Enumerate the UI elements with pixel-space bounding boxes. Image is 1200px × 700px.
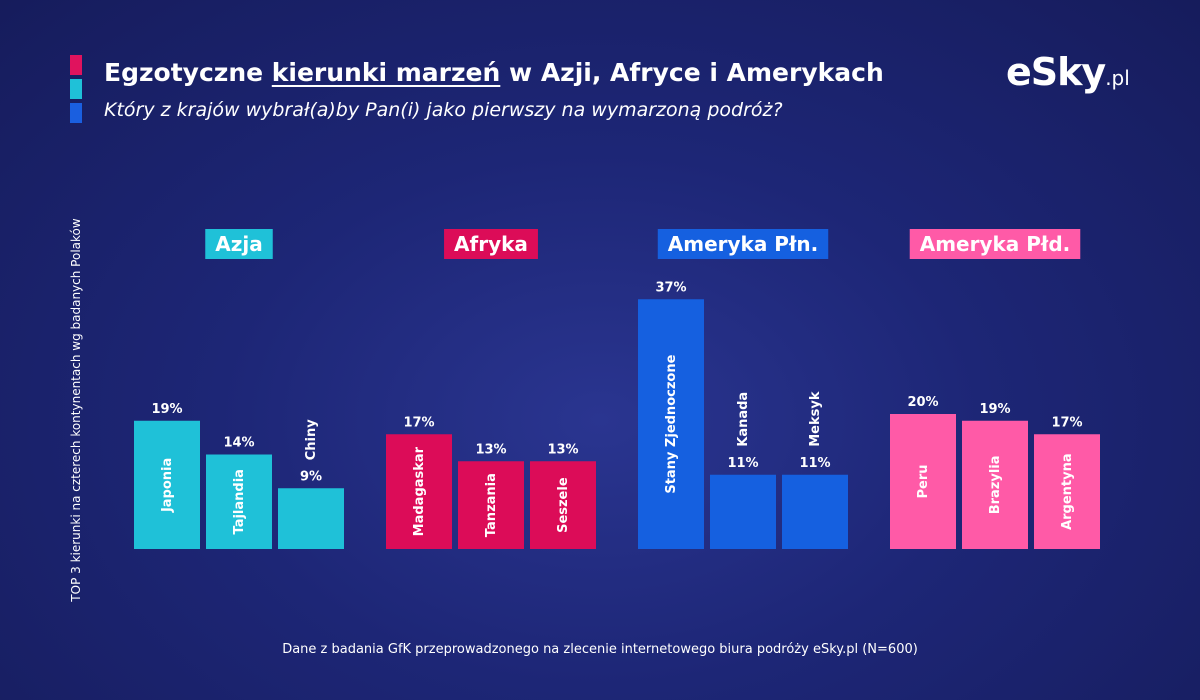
chart-title: Egzotyczne kierunki marzeń w Azji, Afryc…	[104, 58, 884, 87]
bar	[710, 474, 776, 549]
group-label: Ameryka Płn.	[668, 232, 818, 256]
accent-bar-pink	[70, 55, 82, 75]
bar	[1034, 434, 1100, 549]
bar	[458, 461, 524, 549]
value-label: 37%	[655, 280, 686, 295]
value-label: 17%	[1051, 415, 1082, 430]
category-label: Meksyk	[808, 391, 823, 447]
value-label: 13%	[547, 442, 578, 457]
title-suffix: w Azji, Afryce i Amerykach	[500, 58, 884, 87]
category-label: Chiny	[304, 419, 319, 461]
footnote: Dane z badania GfK przeprowadzonego na z…	[282, 642, 918, 657]
value-label: 17%	[403, 415, 434, 430]
category-label: Tanzania	[484, 473, 499, 537]
category-label: Kanada	[736, 392, 751, 447]
category-label: Japonia	[160, 458, 175, 513]
group-label-background	[205, 229, 273, 259]
category-label: Tajlandia	[232, 469, 247, 534]
accent-bar-blue	[70, 103, 82, 123]
title-prefix: Egzotyczne	[104, 58, 272, 87]
value-label: 11%	[727, 456, 758, 471]
bar	[530, 461, 596, 549]
category-label: Brazylia	[988, 455, 1003, 514]
chart-subtitle: Który z krajów wybrał(a)by Pan(i) jako p…	[104, 99, 783, 121]
value-label: 13%	[475, 442, 506, 457]
accent-bars	[70, 55, 82, 127]
bar	[890, 414, 956, 549]
group-label: Azja	[215, 232, 262, 256]
value-label: 19%	[151, 402, 182, 417]
value-label: 9%	[300, 469, 322, 484]
bar	[206, 454, 272, 549]
value-label: 19%	[979, 402, 1010, 417]
title-underlined: kierunki marzeń	[271, 58, 501, 87]
category-label: Madagaskar	[412, 446, 427, 536]
value-label: 20%	[907, 395, 938, 410]
group-label-background	[444, 229, 538, 259]
group-label-background	[909, 229, 1081, 259]
bar	[278, 488, 344, 549]
bar	[638, 299, 704, 549]
bar	[962, 420, 1028, 549]
category-label: Stany Zjednoczone	[664, 354, 679, 493]
category-label: Seszele	[556, 477, 571, 533]
group-label-background	[657, 229, 829, 259]
bar	[386, 434, 452, 549]
bar	[782, 474, 848, 549]
accent-bar-cyan	[70, 79, 82, 99]
esky-logo[interactable]: eSky.pl	[1006, 50, 1130, 94]
logo-main: eSky	[1006, 50, 1106, 94]
value-label: 14%	[223, 436, 254, 451]
group-label: Ameryka Płd.	[920, 232, 1071, 256]
group-label: Afryka	[454, 232, 528, 256]
value-label: 11%	[799, 456, 830, 471]
category-label: Peru	[916, 464, 931, 498]
bar	[134, 420, 200, 549]
logo-tld: .pl	[1105, 66, 1130, 90]
category-label: Argentyna	[1060, 453, 1075, 530]
